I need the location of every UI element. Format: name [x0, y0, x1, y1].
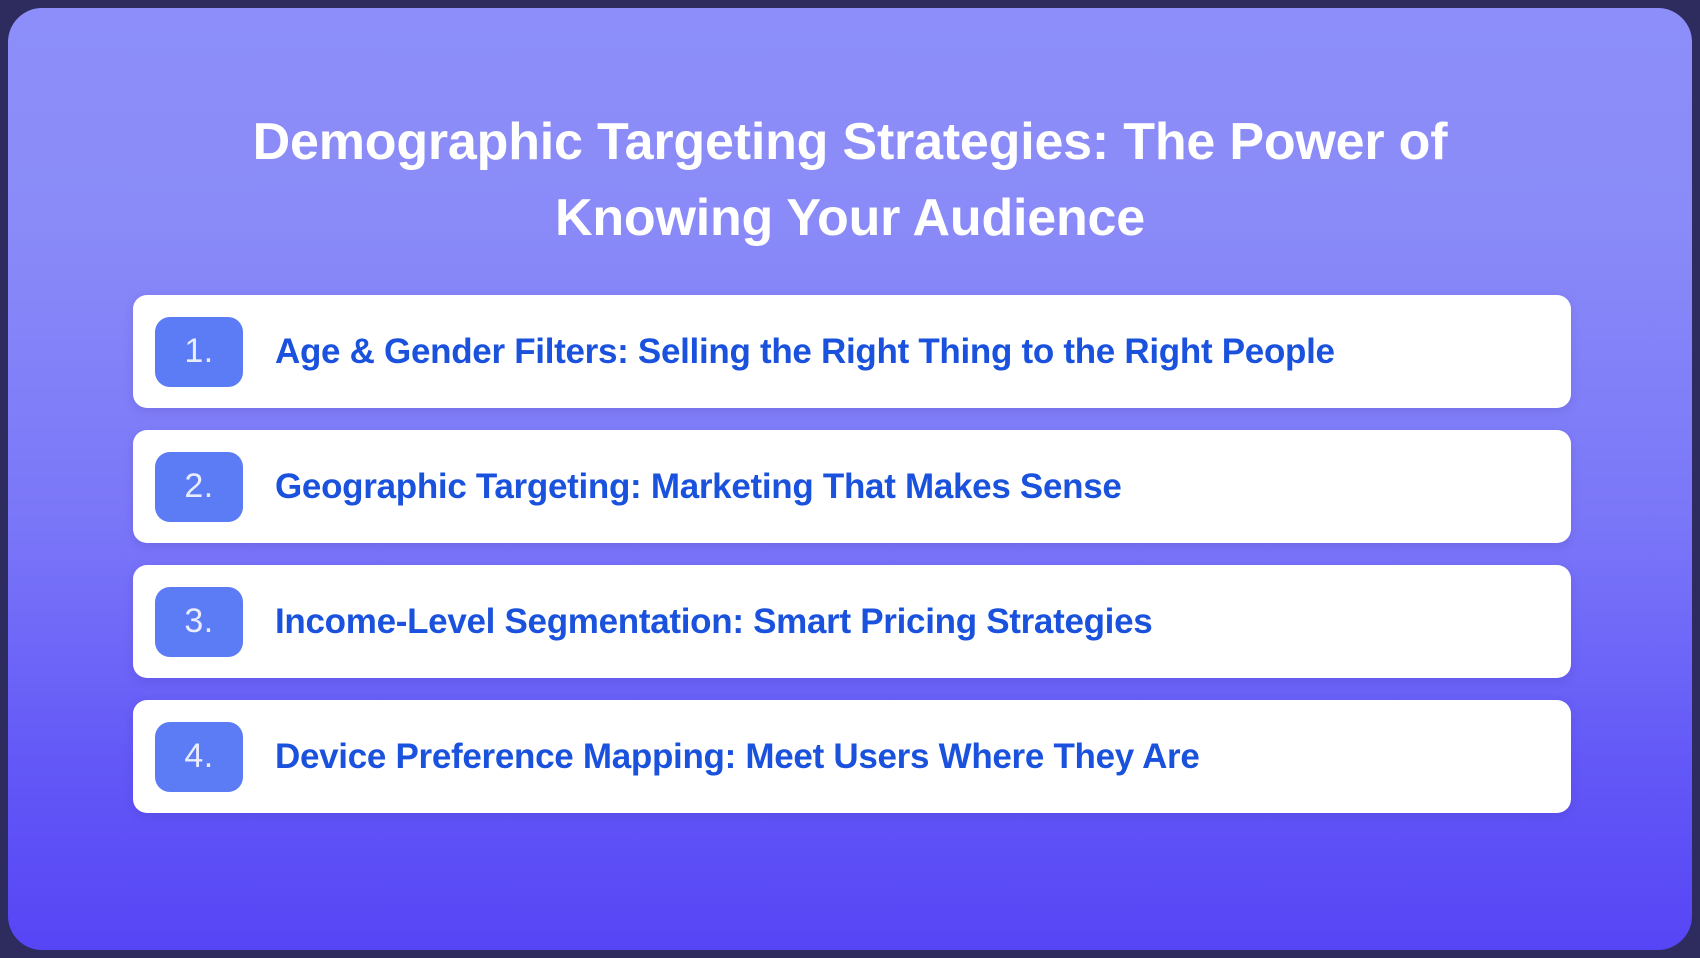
page-title-line-2: Knowing Your Audience [555, 189, 1145, 247]
strategy-list: 1. Age & Gender Filters: Selling the Rig… [133, 295, 1571, 813]
list-item[interactable]: 3. Income-Level Segmentation: Smart Pric… [133, 565, 1571, 678]
gradient-panel: Demographic Targeting Strategies: The Po… [8, 8, 1692, 950]
list-item[interactable]: 1. Age & Gender Filters: Selling the Rig… [133, 295, 1571, 408]
list-item-label: Income-Level Segmentation: Smart Pricing… [275, 601, 1153, 641]
list-item[interactable]: 4. Device Preference Mapping: Meet Users… [133, 700, 1571, 813]
list-item-label: Device Preference Mapping: Meet Users Wh… [275, 736, 1200, 776]
list-item-number-badge: 3. [155, 586, 243, 657]
list-item[interactable]: 2. Geographic Targeting: Marketing That … [133, 430, 1571, 543]
list-item-label: Geographic Targeting: Marketing That Mak… [275, 466, 1122, 506]
page-title-line-1: Demographic Targeting Strategies: The Po… [252, 113, 1448, 171]
page-title: Demographic Targeting Strategies: The Po… [8, 104, 1692, 256]
list-item-number-badge: 4. [155, 721, 243, 792]
list-item-number-badge: 2. [155, 451, 243, 522]
list-item-label: Age & Gender Filters: Selling the Right … [275, 331, 1335, 371]
list-item-number-badge: 1. [155, 316, 243, 387]
